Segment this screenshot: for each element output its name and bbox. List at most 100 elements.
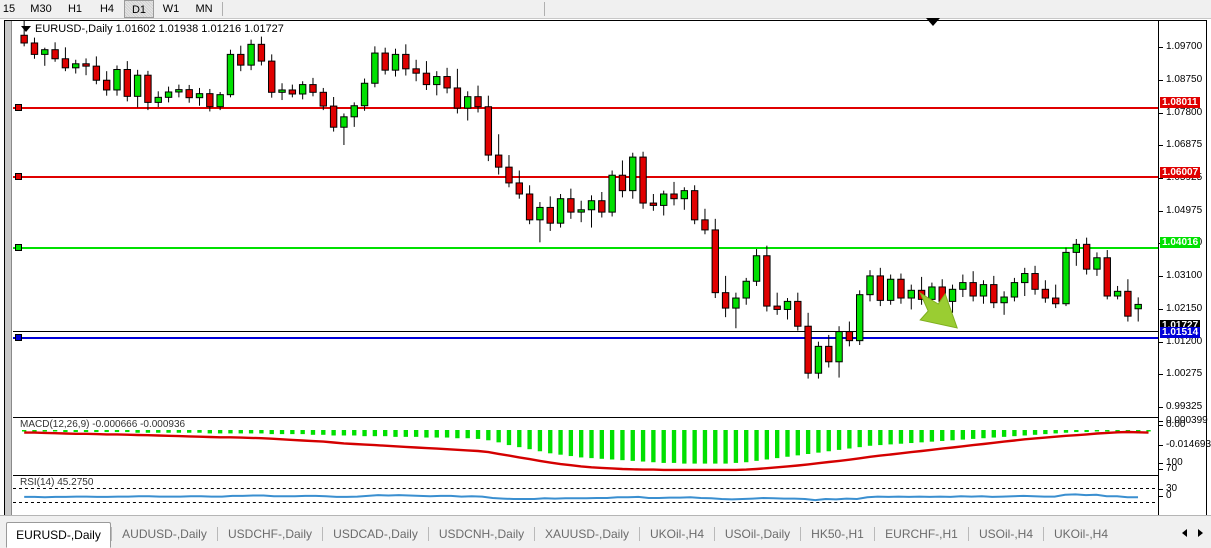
macd-histogram-bar	[259, 430, 264, 434]
indicator-scale-tick: 0	[1159, 490, 1172, 501]
candle	[845, 321, 854, 347]
macd-histogram-bar	[1125, 430, 1131, 432]
macd-histogram-bar	[21, 430, 27, 432]
macd-histogram-bar	[393, 430, 398, 437]
macd-histogram-bar	[434, 430, 439, 438]
macd-pane[interactable]: MACD(12,26,9) -0.000666 -0.000936	[13, 418, 1158, 476]
chart-shift-marker-icon[interactable]	[926, 18, 940, 26]
candle	[61, 47, 70, 72]
macd-histogram-bar	[599, 430, 604, 459]
level-handle-support-1[interactable]	[15, 244, 22, 251]
price-label-red[interactable]: 1.06007	[1160, 167, 1201, 178]
timeframe-button-h1[interactable]: H1	[67, 3, 83, 15]
price-label-black[interactable]: 1.01727	[1160, 320, 1201, 331]
chart-tab-usoil-daily[interactable]: USOil-,Daily	[724, 527, 791, 541]
macd-histogram-bar	[589, 430, 594, 459]
price-scale[interactable]: 1.097001.087501.078001.068751.059251.049…	[1158, 21, 1211, 515]
candle	[690, 185, 699, 225]
candle	[567, 188, 575, 219]
macd-histogram-bar	[94, 430, 99, 433]
candle	[237, 45, 245, 72]
plot-area[interactable]: EURUSD-,Daily 1.01602 1.01938 1.01216 1.…	[13, 21, 1211, 515]
candle	[711, 218, 719, 299]
price-tick: 1.07800	[1159, 107, 1202, 118]
candle	[247, 39, 255, 71]
candle	[629, 152, 637, 199]
timeframe-button-d1[interactable]: D1	[124, 0, 154, 18]
timeframe-button-h4[interactable]: H4	[99, 3, 115, 15]
candle	[206, 88, 214, 112]
chart-tab-ukoil-h4[interactable]: UKOil-,H4	[649, 527, 704, 541]
level-handle-order-line[interactable]	[15, 334, 22, 341]
macd-histogram-bar	[1043, 430, 1048, 435]
indicator-scale-tick: 70	[1159, 463, 1177, 474]
chart-tab-ukoil-h4[interactable]: UKOil-,H4	[1053, 527, 1108, 541]
candle	[350, 102, 358, 127]
candle	[804, 312, 812, 379]
macd-histogram-bar	[1094, 430, 1100, 432]
level-line-bid-line[interactable]	[13, 331, 1158, 332]
timeframe-button-m30[interactable]: M30	[30, 3, 52, 15]
macd-histogram-bar	[506, 430, 512, 446]
macd-histogram-bar	[1074, 430, 1079, 433]
candle	[278, 83, 286, 101]
chart-tab-xauusd-daily[interactable]: XAUUSD-,Daily	[544, 527, 629, 541]
chart-tab-usdcnh-daily[interactable]: USDCNH-,Daily	[438, 527, 525, 541]
candle	[732, 292, 740, 329]
macd-histogram-bar	[558, 430, 563, 455]
candle	[763, 245, 771, 312]
chart-tab-usdcad-daily[interactable]: USDCAD-,Daily	[333, 527, 418, 541]
chart-tab-audusd-daily[interactable]: AUDUSD-,Daily	[122, 527, 207, 541]
timeframe-button-15[interactable]: 15	[2, 3, 16, 15]
candle	[329, 97, 338, 132]
macd-histogram-bar	[238, 430, 243, 434]
macd-histogram-bar	[847, 430, 852, 449]
level-handle-resistance-2[interactable]	[15, 173, 22, 180]
chart-frame: EURUSD-,Daily 1.01602 1.01938 1.01216 1.…	[4, 20, 1211, 516]
candle	[536, 202, 544, 243]
candle	[794, 292, 802, 331]
macd-histogram-bar	[104, 430, 109, 433]
macd-histogram-bar	[176, 430, 182, 433]
macd-histogram-bar	[1001, 430, 1007, 437]
tab-scroll-right-icon[interactable]	[1198, 529, 1203, 537]
vertical-scroll-gutter[interactable]	[5, 21, 12, 515]
chart-tab-usoil-h4[interactable]: USOil-,H4	[978, 527, 1033, 541]
candle	[752, 249, 761, 286]
rsi-pane[interactable]: RSI(14) 45.2750	[13, 476, 1158, 515]
tab-nav-buttons[interactable]	[1173, 526, 1207, 542]
price-tick: 1.00275	[1159, 368, 1202, 379]
timeframe-toolbar: 15 M30 H1 H4 D1 W1 MN	[0, 0, 1211, 19]
price-label-green[interactable]: 1.04016	[1160, 237, 1201, 248]
level-line-order-line[interactable]	[13, 337, 1158, 339]
chart-tab-eurusd-daily[interactable]: EURUSD-,Daily	[6, 522, 111, 548]
macd-histogram-bar	[166, 430, 171, 433]
candle	[948, 284, 957, 313]
macd-histogram-bar	[888, 430, 893, 445]
down-right-arrow-icon[interactable]	[919, 291, 958, 329]
tab-scroll-left-icon[interactable]	[1182, 529, 1187, 537]
level-line-resistance-1[interactable]	[13, 107, 1158, 109]
level-handle-resistance-1[interactable]	[15, 104, 22, 111]
timeframe-button-w1[interactable]: W1	[162, 3, 180, 15]
price-label-red[interactable]: 1.08011	[1160, 97, 1200, 108]
price-label-blue[interactable]: 1.01514	[1160, 327, 1201, 338]
level-line-resistance-2[interactable]	[13, 176, 1158, 178]
timeframe-button-mn[interactable]: MN	[195, 3, 213, 15]
candle	[825, 334, 833, 368]
candle	[546, 196, 554, 231]
level-line-support-1[interactable]	[13, 247, 1158, 249]
chart-tab-hk50-h1[interactable]: HK50-,H1	[811, 527, 864, 541]
chart-tab-eurchf-h1[interactable]: EURCHF-,H1	[885, 527, 958, 541]
candle	[618, 160, 627, 198]
indicator-scale-tick: 100	[1159, 457, 1183, 468]
candle	[556, 193, 565, 228]
candle	[1051, 284, 1060, 309]
candle	[195, 87, 204, 106]
macd-histogram-bar	[341, 430, 347, 436]
chart-tab-usdchf-daily[interactable]: USDCHF-,Daily	[228, 527, 312, 541]
macd-histogram-bar	[125, 430, 130, 433]
tab-separator	[217, 527, 218, 541]
price-pane[interactable]: EURUSD-,Daily 1.01602 1.01938 1.01216 1.…	[13, 21, 1158, 418]
candle	[381, 47, 389, 75]
